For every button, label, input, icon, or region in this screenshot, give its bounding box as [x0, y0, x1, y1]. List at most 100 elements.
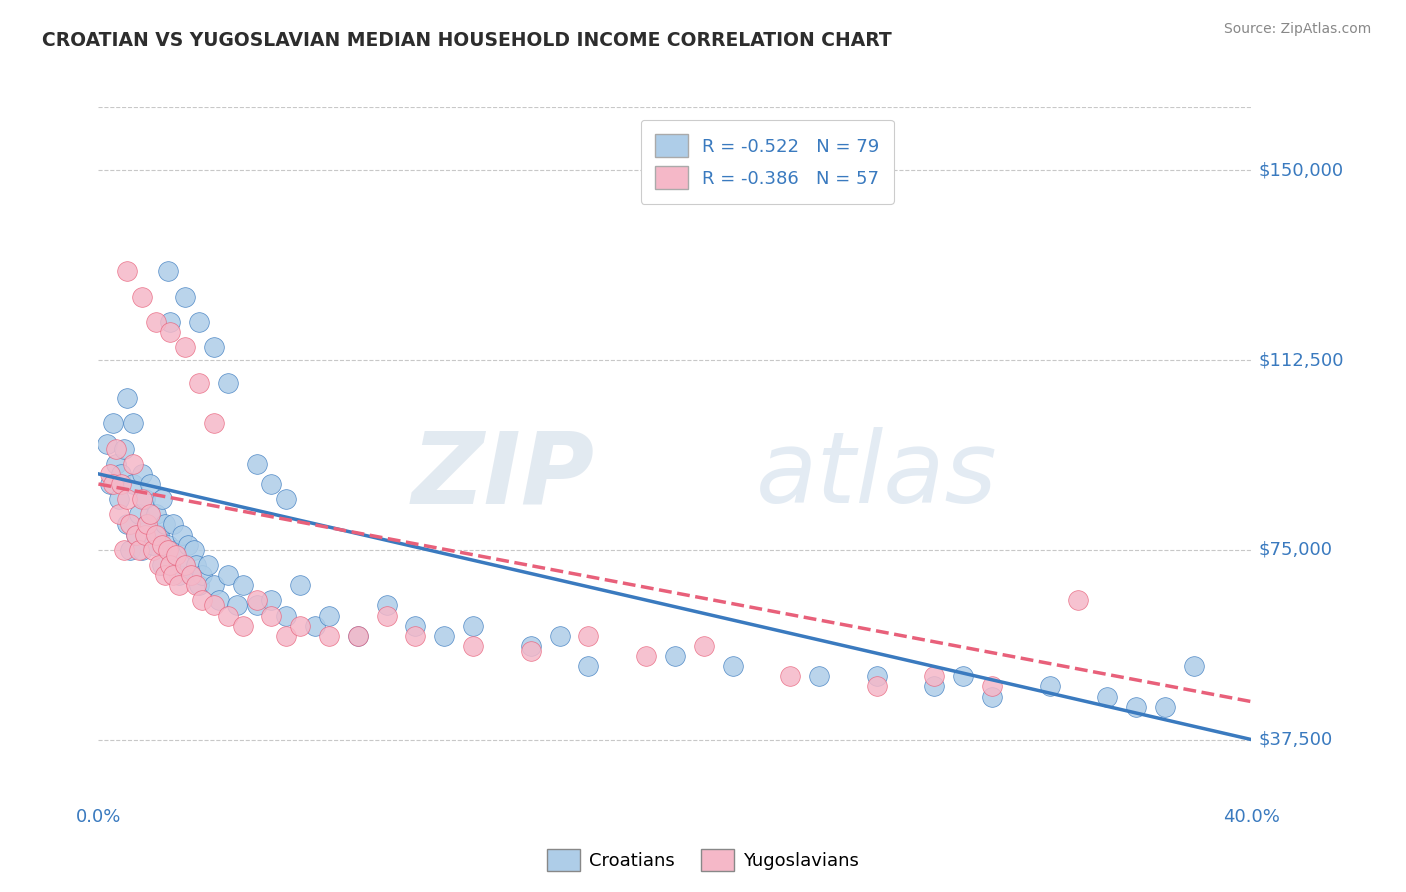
- Point: [188, 578, 211, 592]
- Point: [162, 517, 184, 532]
- Point: [117, 492, 138, 507]
- Point: [96, 436, 118, 450]
- Point: [520, 644, 543, 658]
- Point: [191, 593, 214, 607]
- Point: [246, 593, 269, 607]
- Point: [202, 578, 225, 592]
- Point: [174, 558, 197, 572]
- Point: [150, 538, 173, 552]
- Point: [1038, 680, 1062, 694]
- Point: [107, 492, 129, 507]
- Point: [174, 558, 197, 572]
- Point: [159, 558, 181, 572]
- Point: [202, 599, 225, 613]
- Point: [318, 608, 340, 623]
- Point: [112, 442, 135, 456]
- Point: [145, 527, 167, 541]
- Point: [117, 264, 138, 278]
- Legend: R = -0.522   N = 79, R = -0.386   N = 57: R = -0.522 N = 79, R = -0.386 N = 57: [641, 120, 894, 204]
- Point: [112, 542, 135, 557]
- Point: [117, 391, 138, 405]
- Point: [177, 538, 200, 552]
- Point: [145, 508, 167, 522]
- Point: [174, 340, 197, 354]
- Point: [922, 669, 945, 683]
- Point: [1153, 699, 1175, 714]
- Point: [981, 690, 1004, 704]
- Point: [225, 599, 247, 613]
- Point: [180, 568, 202, 582]
- Point: [131, 467, 153, 481]
- Point: [217, 376, 239, 390]
- Text: CROATIAN VS YUGOSLAVIAN MEDIAN HOUSEHOLD INCOME CORRELATION CHART: CROATIAN VS YUGOSLAVIAN MEDIAN HOUSEHOLD…: [42, 31, 891, 50]
- Point: [186, 578, 208, 592]
- Point: [290, 618, 312, 632]
- Point: [186, 558, 208, 572]
- Text: atlas: atlas: [755, 427, 997, 524]
- Point: [578, 659, 600, 673]
- Point: [318, 629, 340, 643]
- Point: [202, 340, 225, 354]
- Point: [174, 290, 197, 304]
- Point: [156, 264, 179, 278]
- Point: [153, 517, 176, 532]
- Point: [231, 618, 254, 632]
- Point: [231, 578, 254, 592]
- Point: [142, 542, 165, 557]
- Point: [98, 467, 121, 481]
- Point: [125, 527, 148, 541]
- Point: [159, 325, 181, 339]
- Point: [134, 527, 156, 541]
- Point: [866, 669, 889, 683]
- Text: ZIP: ZIP: [411, 427, 595, 524]
- Point: [304, 618, 326, 632]
- Point: [664, 648, 686, 663]
- Point: [520, 639, 543, 653]
- Point: [260, 477, 283, 491]
- Point: [188, 315, 211, 329]
- Point: [167, 578, 190, 592]
- Point: [104, 457, 127, 471]
- Point: [260, 593, 283, 607]
- Point: [104, 442, 127, 456]
- Point: [156, 542, 179, 557]
- Point: [150, 558, 173, 572]
- Point: [260, 608, 283, 623]
- Point: [375, 599, 398, 613]
- Point: [145, 315, 167, 329]
- Point: [405, 629, 427, 643]
- Point: [952, 669, 974, 683]
- Point: [167, 568, 190, 582]
- Point: [433, 629, 456, 643]
- Point: [101, 417, 124, 431]
- Point: [131, 492, 153, 507]
- Point: [721, 659, 744, 673]
- Point: [202, 417, 225, 431]
- Point: [120, 517, 142, 532]
- Legend: Croatians, Yugoslavians: Croatians, Yugoslavians: [540, 842, 866, 879]
- Point: [548, 629, 571, 643]
- Point: [148, 558, 170, 572]
- Point: [98, 477, 121, 491]
- Point: [1097, 690, 1119, 704]
- Point: [117, 517, 138, 532]
- Point: [165, 548, 187, 562]
- Point: [136, 517, 159, 532]
- Point: [636, 648, 658, 663]
- Point: [274, 492, 297, 507]
- Text: Source: ZipAtlas.com: Source: ZipAtlas.com: [1223, 22, 1371, 37]
- Text: $150,000: $150,000: [1258, 161, 1344, 179]
- Point: [866, 680, 889, 694]
- Point: [134, 492, 156, 507]
- Point: [139, 477, 162, 491]
- Point: [1182, 659, 1205, 673]
- Point: [122, 477, 145, 491]
- Point: [165, 542, 187, 557]
- Point: [153, 568, 176, 582]
- Point: [107, 508, 129, 522]
- Point: [162, 568, 184, 582]
- Point: [122, 457, 145, 471]
- Point: [807, 669, 830, 683]
- Point: [142, 538, 165, 552]
- Point: [922, 680, 945, 694]
